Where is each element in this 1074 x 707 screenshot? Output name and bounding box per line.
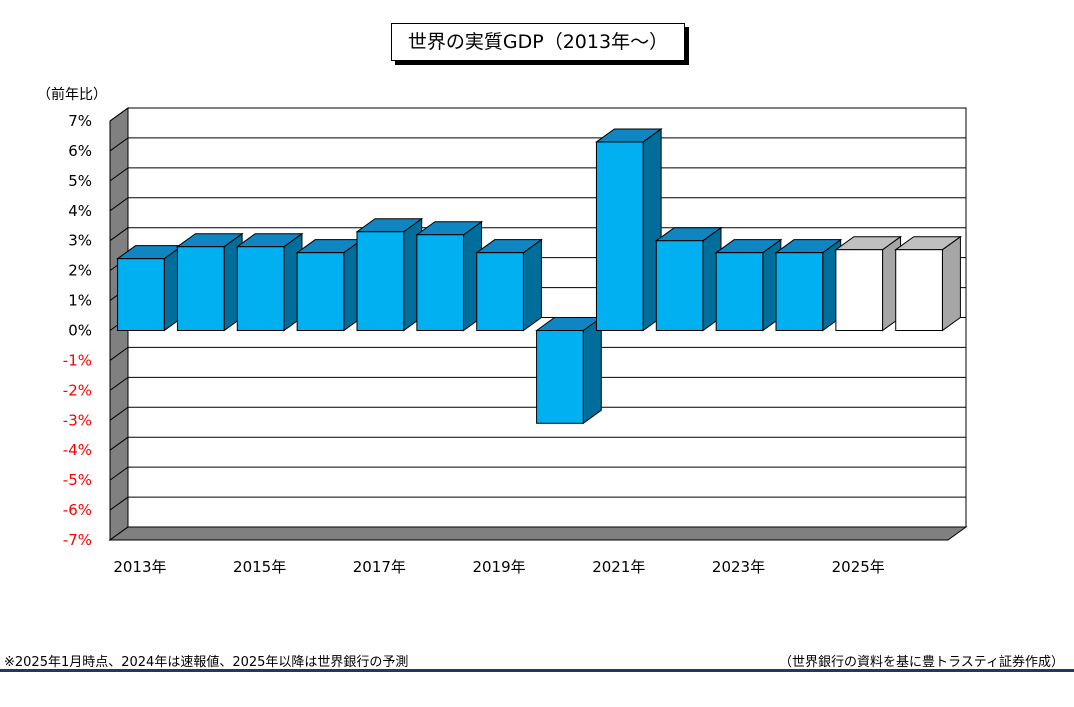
x-tick-label: 2017年: [353, 558, 406, 576]
y-tick-label: 7%: [68, 112, 92, 130]
footnote-right: （世界銀行の資料を基に豊トラスティ証券作成）: [779, 655, 1064, 670]
y-tick-label: 3%: [68, 232, 92, 250]
forecast-bar: [835, 249, 884, 331]
bar: [775, 252, 824, 331]
y-tick-label: -3%: [63, 411, 92, 429]
gridline-side: [109, 406, 129, 421]
y-tick-label: -4%: [63, 441, 92, 459]
y-tick-label: 5%: [68, 172, 92, 190]
y-tick-label: -6%: [63, 501, 92, 519]
x-tick-label: 2019年: [472, 558, 525, 576]
bar: [236, 246, 285, 331]
chart-title: 世界の実質GDP（2013年～）: [391, 23, 685, 61]
y-tick-label: -2%: [63, 381, 92, 399]
y-axis-label: （前年比）: [37, 86, 107, 103]
gridline-side: [109, 197, 129, 212]
y-tick-label: -5%: [63, 471, 92, 489]
y-tick-label: 1%: [68, 292, 92, 310]
gridline-side: [109, 496, 129, 511]
footnote-left: ※2025年1月時点、2024年は速報値、2025年以降は世界銀行の予測: [4, 655, 409, 670]
gridline-side: [109, 376, 129, 391]
chart-floor: [108, 526, 968, 541]
gridline-side: [109, 436, 129, 451]
bar: [715, 252, 764, 331]
y-tick-label: 4%: [68, 202, 92, 220]
x-tick-label: 2025年: [832, 558, 885, 576]
gridline-side: [109, 347, 129, 361]
bar: [356, 231, 405, 331]
forecast-bar: [895, 249, 943, 331]
x-tick-label: 2023年: [712, 558, 765, 576]
y-tick-label: 0%: [68, 322, 92, 340]
gridline-side: [109, 227, 129, 242]
x-tick-label: 2015年: [233, 558, 286, 576]
bar: [655, 240, 704, 331]
bar: [416, 234, 465, 332]
bar: [176, 246, 225, 331]
bar: [536, 330, 584, 424]
gridline-side: [109, 107, 129, 122]
bar: [595, 141, 644, 331]
y-tick-label: -1%: [63, 351, 92, 369]
y-tick-label: 2%: [68, 262, 92, 280]
bar: [296, 252, 345, 331]
x-tick-label: 2013年: [113, 558, 166, 576]
x-tick-label: 2021年: [592, 558, 645, 576]
gridline-side: [109, 466, 129, 481]
y-tick-label: -7%: [63, 531, 92, 549]
bar: [117, 258, 165, 331]
bar-side: [941, 235, 961, 332]
bottom-rule: [0, 669, 1074, 672]
bar-side: [522, 238, 542, 332]
bar: [476, 252, 524, 331]
y-tick-label: 6%: [68, 142, 92, 160]
bar-side: [582, 316, 602, 425]
gridline-side: [109, 137, 129, 152]
gridline-side: [109, 167, 129, 182]
